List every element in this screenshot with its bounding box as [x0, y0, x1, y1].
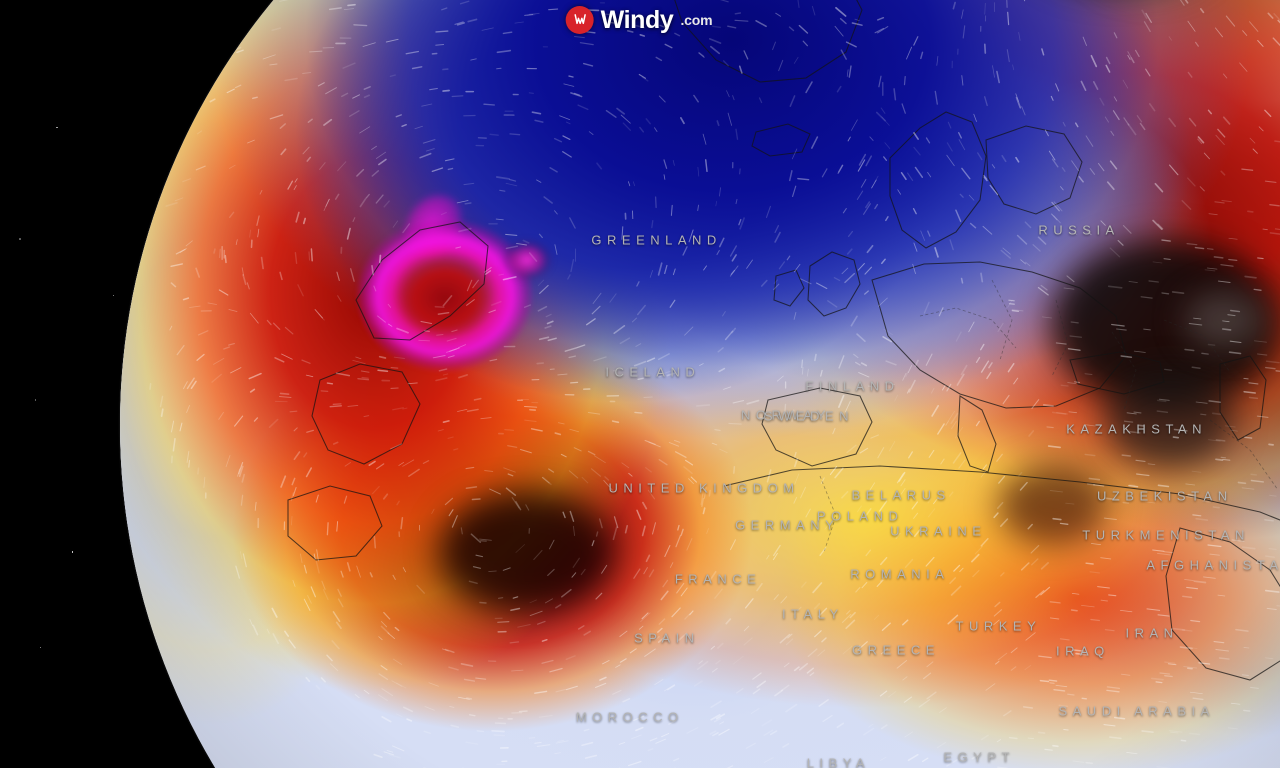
earth-globe[interactable]: [120, 0, 1280, 768]
windy-logo[interactable]: Windy .com: [560, 4, 721, 38]
windy-logo-tld: .com: [680, 12, 713, 28]
windy-logo-text: Windy: [600, 5, 674, 34]
windy-logo-icon: [565, 6, 594, 34]
wind-particle-layer: [139, 0, 1280, 768]
